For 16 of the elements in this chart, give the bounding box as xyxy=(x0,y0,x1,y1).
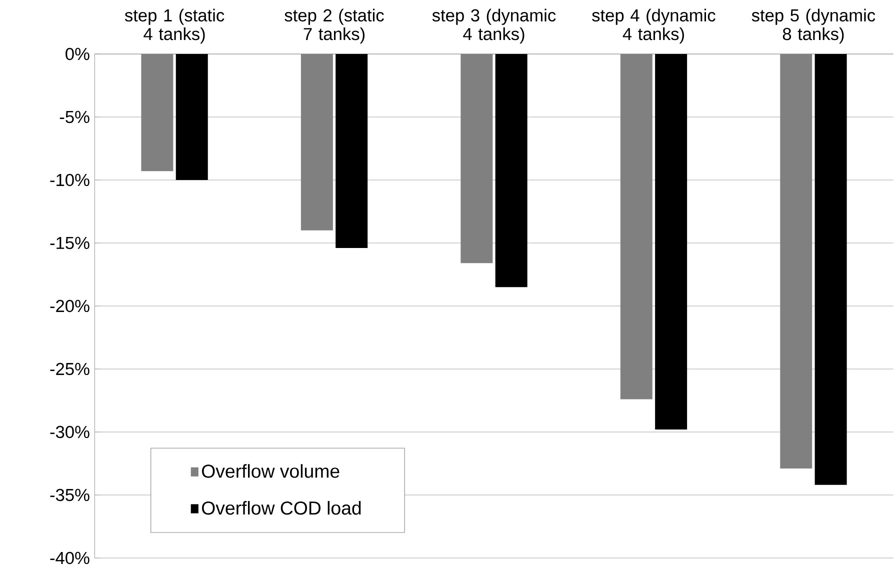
y-tick-label: -25% xyxy=(50,362,90,376)
x-tick-label: step 4 (dynamic 4 tanks) xyxy=(592,8,716,44)
x-tick-label: step 2 (static 7 tanks) xyxy=(284,8,384,44)
y-tick-label: -15% xyxy=(50,236,90,250)
y-tick-label: -5% xyxy=(60,110,90,124)
x-tick-label: step 5 (dynamic 8 tanks) xyxy=(752,8,876,44)
legend-label: Overflow COD load xyxy=(202,500,361,515)
x-tick-label: step 3 (dynamic 4 tanks) xyxy=(432,8,556,44)
y-tick-label: -40% xyxy=(50,552,90,564)
y-tick-label: 0% xyxy=(66,48,90,60)
x-tick-label: step 1 (static 4 tanks) xyxy=(124,8,224,44)
legend-label: Overflow volume xyxy=(202,464,340,478)
y-tick-label: -20% xyxy=(50,300,90,312)
y-tick-label: -10% xyxy=(50,174,90,186)
y-tick-label: -35% xyxy=(50,488,90,502)
y-tick-label: -30% xyxy=(50,426,90,438)
